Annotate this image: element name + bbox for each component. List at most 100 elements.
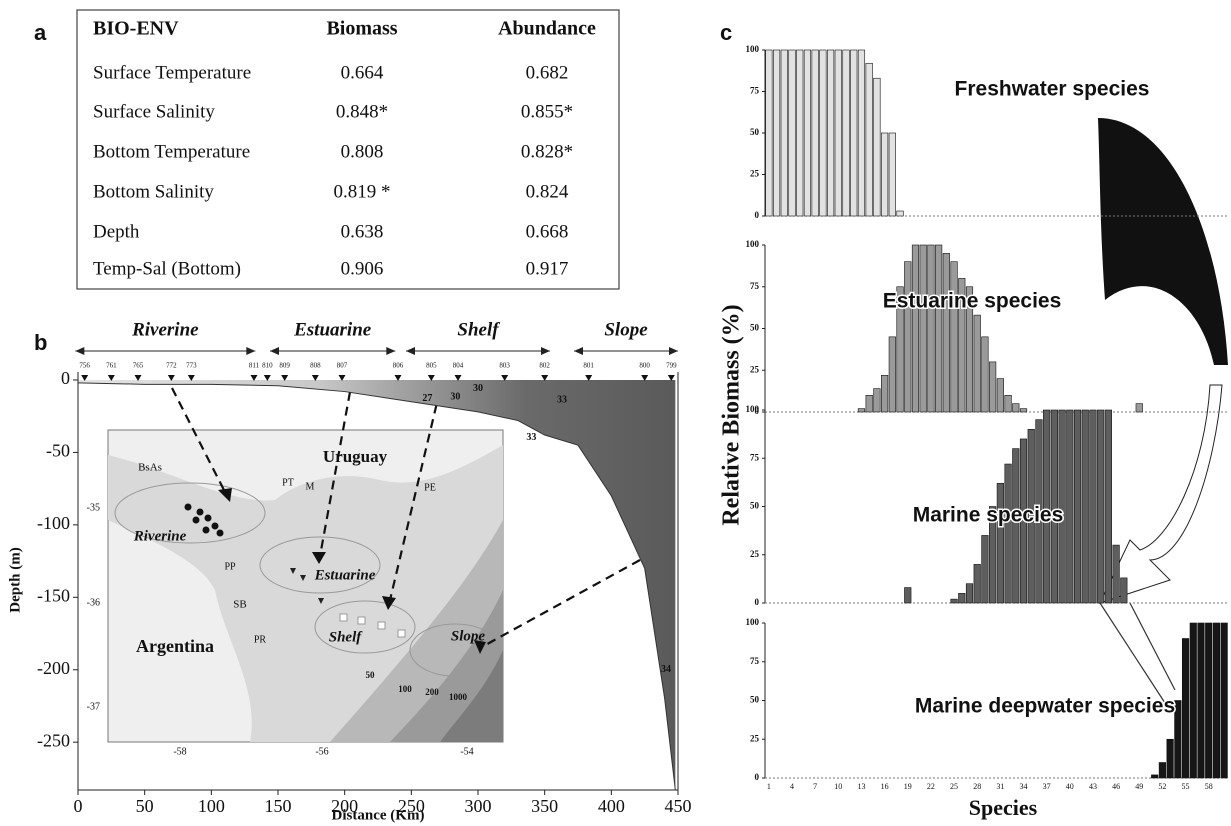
x-tick-label: 10 bbox=[834, 782, 842, 791]
table-cell: 0.682 bbox=[526, 62, 569, 83]
bar bbox=[996, 378, 1004, 413]
bar bbox=[989, 361, 997, 413]
station-marker bbox=[641, 374, 649, 381]
bar bbox=[965, 286, 974, 413]
map-lat-label: -36 bbox=[87, 597, 100, 608]
x-tick-label: 58 bbox=[1205, 782, 1213, 791]
bar bbox=[1004, 394, 1012, 413]
bar bbox=[1035, 419, 1043, 604]
x-tick-label: 25 bbox=[950, 782, 958, 791]
bar bbox=[881, 374, 889, 413]
map-inset bbox=[107, 429, 504, 743]
bar bbox=[857, 49, 866, 217]
isohaline-label: 30 bbox=[450, 392, 460, 403]
map-label: Estuarine bbox=[314, 567, 376, 583]
station-marker bbox=[263, 374, 271, 381]
y-tick-label: 0 bbox=[755, 406, 760, 416]
y-tick-label: 50 bbox=[750, 127, 760, 137]
station-marker bbox=[338, 374, 346, 381]
bar bbox=[1189, 622, 1197, 779]
x-tick-label: 40 bbox=[1066, 782, 1074, 791]
x-tick-label: 300 bbox=[465, 796, 492, 816]
bar bbox=[1205, 622, 1213, 779]
map-label: 50 bbox=[366, 670, 376, 680]
y-tick-label: -250 bbox=[37, 730, 70, 750]
y-tick-label: 100 bbox=[746, 44, 760, 54]
panel-label: a bbox=[34, 20, 47, 45]
y-tick-label: 75 bbox=[750, 656, 760, 666]
series-title: Marine deepwater species bbox=[915, 695, 1175, 718]
isohaline-label: 30 bbox=[473, 383, 483, 394]
panel-label: b bbox=[34, 330, 47, 355]
x-tick-label: 4 bbox=[790, 782, 794, 791]
map-label: PR bbox=[254, 634, 267, 645]
map-label: PE bbox=[424, 482, 436, 493]
y-tick-label: -100 bbox=[37, 513, 70, 533]
x-tick-label: 49 bbox=[1135, 782, 1143, 791]
bar bbox=[981, 336, 989, 413]
y-tick-label: 25 bbox=[750, 169, 760, 179]
bar bbox=[996, 483, 1004, 604]
bar bbox=[1135, 403, 1143, 413]
bar bbox=[896, 210, 904, 217]
bar bbox=[1151, 774, 1159, 779]
x-tick-label: 450 bbox=[665, 796, 692, 816]
y-tick-label: 25 bbox=[750, 364, 760, 374]
station-label: 808 bbox=[310, 362, 321, 370]
station-marker bbox=[167, 374, 175, 381]
bar bbox=[1004, 463, 1012, 604]
station-label: 807 bbox=[337, 362, 348, 370]
bar bbox=[811, 49, 819, 217]
zone-label: Estuarine bbox=[293, 319, 372, 340]
bar bbox=[888, 132, 896, 217]
map-lon-label: -58 bbox=[173, 746, 186, 757]
map-lat-label: -35 bbox=[87, 502, 100, 513]
x-tick-label: 150 bbox=[265, 796, 292, 816]
bar bbox=[881, 132, 889, 217]
zone-ellipse bbox=[114, 482, 266, 544]
link-arrowheads bbox=[218, 488, 486, 654]
bar bbox=[1012, 448, 1020, 604]
y-axis-label: Depth (m) bbox=[7, 547, 23, 612]
map-label: BsAs bbox=[138, 462, 162, 474]
table-header: Abundance bbox=[498, 18, 596, 40]
x-tick-label: 19 bbox=[904, 782, 912, 791]
bar bbox=[1120, 577, 1128, 604]
x-tick-label: 34 bbox=[1020, 782, 1028, 791]
x-tick-label: 200 bbox=[331, 796, 358, 816]
y-tick-label: 0 bbox=[755, 210, 760, 220]
bar bbox=[927, 244, 935, 413]
panel-label: c bbox=[720, 20, 732, 45]
y-tick-label: 75 bbox=[750, 86, 760, 96]
x-tick-label: 37 bbox=[1043, 782, 1051, 791]
isobath-1000 bbox=[440, 650, 503, 742]
station-label: 806 bbox=[393, 362, 404, 370]
x-tick-label: 50 bbox=[136, 796, 154, 816]
map-lon-label: -56 bbox=[315, 746, 328, 757]
station-label: 799 bbox=[666, 362, 677, 370]
station-label: 811 bbox=[249, 362, 260, 370]
bar bbox=[904, 587, 912, 604]
bar bbox=[896, 286, 904, 413]
station-label: 772 bbox=[166, 362, 177, 370]
x-tick-label: 28 bbox=[973, 782, 981, 791]
bar bbox=[1019, 438, 1028, 604]
station-label: 800 bbox=[639, 362, 650, 370]
station-marker bbox=[454, 374, 462, 381]
x-tick-label: 16 bbox=[881, 782, 889, 791]
bar bbox=[803, 49, 812, 217]
map-label: Argentina bbox=[136, 636, 214, 656]
bar bbox=[973, 314, 981, 413]
bar bbox=[850, 49, 858, 217]
station-marker bbox=[81, 374, 89, 381]
bar bbox=[973, 564, 981, 604]
y-tick-label: 0 bbox=[755, 597, 760, 607]
riverine-stations bbox=[184, 503, 224, 537]
y-tick-label: 50 bbox=[750, 501, 760, 511]
map-label: 200 bbox=[425, 687, 439, 697]
y-tick-label: 50 bbox=[750, 323, 760, 333]
map-label: PT bbox=[282, 477, 294, 488]
x-tick-label: 1 bbox=[767, 782, 771, 791]
bar bbox=[950, 261, 958, 413]
